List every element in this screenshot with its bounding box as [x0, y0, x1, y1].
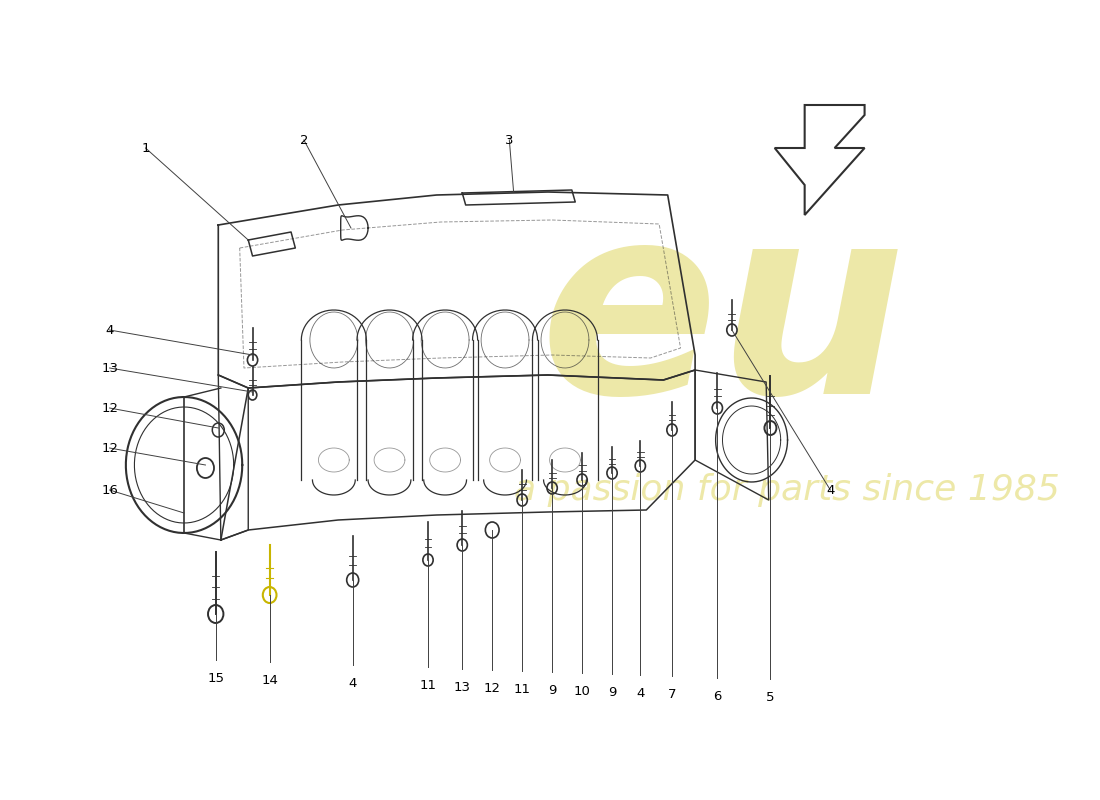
- Text: 10: 10: [574, 685, 591, 698]
- Text: 9: 9: [608, 686, 616, 699]
- Text: 12: 12: [101, 402, 118, 414]
- Text: 7: 7: [668, 688, 676, 701]
- Text: 11: 11: [514, 682, 530, 696]
- Text: 12: 12: [101, 442, 118, 454]
- Text: 13: 13: [101, 362, 118, 374]
- Text: 5: 5: [767, 691, 774, 705]
- Text: eu: eu: [539, 192, 906, 448]
- Text: 3: 3: [505, 134, 514, 146]
- Text: 14: 14: [261, 674, 278, 687]
- Text: 4: 4: [349, 677, 356, 690]
- Text: 6: 6: [713, 690, 722, 702]
- Text: 13: 13: [454, 681, 471, 694]
- Text: 16: 16: [101, 483, 118, 497]
- Text: 4: 4: [636, 687, 645, 700]
- Text: 4: 4: [826, 483, 835, 497]
- Text: 2: 2: [299, 134, 308, 146]
- Text: 9: 9: [548, 684, 557, 697]
- Text: 4: 4: [106, 323, 113, 337]
- Text: 1: 1: [141, 142, 150, 154]
- Text: 12: 12: [484, 682, 500, 694]
- Text: a passion for parts since 1985: a passion for parts since 1985: [514, 473, 1059, 507]
- Text: 11: 11: [419, 679, 437, 693]
- Text: 15: 15: [207, 672, 224, 685]
